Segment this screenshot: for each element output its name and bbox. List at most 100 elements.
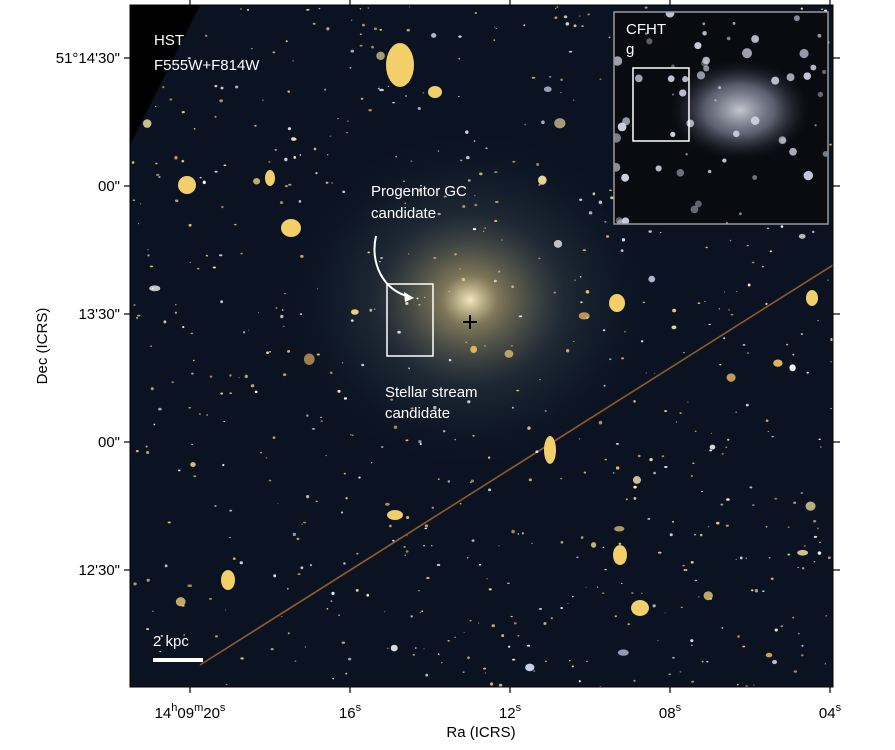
star <box>419 611 421 614</box>
star <box>397 330 401 334</box>
star <box>360 97 364 100</box>
star <box>174 199 179 203</box>
star <box>640 340 644 343</box>
y-axis-label: Dec (ICRS) <box>34 308 51 385</box>
star <box>602 329 606 332</box>
inset-source <box>671 64 675 69</box>
star <box>279 201 284 204</box>
inset-box <box>632 67 690 142</box>
star <box>418 304 421 306</box>
star <box>590 542 597 548</box>
star <box>487 456 491 459</box>
star <box>367 7 370 9</box>
star <box>240 657 244 660</box>
inset-source <box>817 33 822 38</box>
star <box>640 592 643 594</box>
star <box>142 119 152 128</box>
star <box>511 406 514 409</box>
star <box>766 227 770 230</box>
star <box>582 249 587 252</box>
star <box>727 438 730 441</box>
star <box>376 51 385 61</box>
star <box>325 181 329 184</box>
star <box>329 135 332 137</box>
star <box>621 238 626 242</box>
star <box>303 353 315 365</box>
star <box>406 515 410 520</box>
star <box>470 345 478 354</box>
star <box>583 471 587 474</box>
star <box>541 120 545 125</box>
star <box>474 12 478 14</box>
star <box>197 267 200 270</box>
star <box>801 567 805 570</box>
y-tick-label: 00" <box>98 178 120 195</box>
star <box>661 455 665 458</box>
star <box>829 143 832 146</box>
star <box>631 592 634 594</box>
star <box>459 268 462 270</box>
star <box>745 403 749 407</box>
star <box>793 501 797 504</box>
star <box>820 446 822 448</box>
star <box>484 672 487 674</box>
star <box>598 420 603 425</box>
star <box>749 486 753 489</box>
star <box>151 610 154 612</box>
star <box>524 124 526 126</box>
star <box>164 564 168 568</box>
star <box>414 647 417 649</box>
star <box>483 230 485 233</box>
star <box>417 107 421 110</box>
star <box>797 566 800 568</box>
star <box>240 252 243 255</box>
star <box>761 265 764 268</box>
star <box>174 155 178 160</box>
star <box>341 362 344 364</box>
star <box>660 231 662 234</box>
star <box>707 526 710 528</box>
star <box>404 202 407 205</box>
star <box>627 623 631 626</box>
star <box>177 469 181 472</box>
star <box>691 680 695 683</box>
star <box>156 173 160 177</box>
star <box>498 683 503 687</box>
star <box>705 246 708 249</box>
bright-source <box>265 170 275 186</box>
star <box>754 588 759 593</box>
star <box>544 410 547 412</box>
star <box>454 253 457 256</box>
scale-bar-label: 2 kpc <box>153 633 189 650</box>
mask-edge <box>130 5 200 145</box>
star <box>747 352 750 354</box>
star <box>637 454 641 458</box>
inset-source <box>718 86 722 90</box>
star <box>244 374 248 379</box>
star <box>282 373 287 377</box>
star <box>423 545 426 547</box>
star <box>443 195 447 198</box>
inset-source <box>799 48 809 59</box>
star <box>408 6 411 8</box>
star <box>223 421 226 423</box>
star <box>381 446 384 448</box>
star <box>171 381 175 384</box>
star <box>133 304 136 307</box>
star <box>568 50 573 53</box>
star <box>320 416 323 419</box>
inset-source <box>793 15 800 22</box>
star <box>131 161 135 164</box>
star <box>454 636 457 638</box>
star <box>466 156 470 160</box>
star <box>380 257 384 259</box>
inset-source <box>685 153 688 156</box>
star <box>830 361 832 363</box>
star <box>511 285 514 289</box>
star <box>746 245 749 247</box>
inset-source <box>702 31 707 36</box>
inset-band: g <box>626 41 634 58</box>
star <box>316 288 318 290</box>
image-frame <box>129 4 834 688</box>
star <box>679 671 682 673</box>
